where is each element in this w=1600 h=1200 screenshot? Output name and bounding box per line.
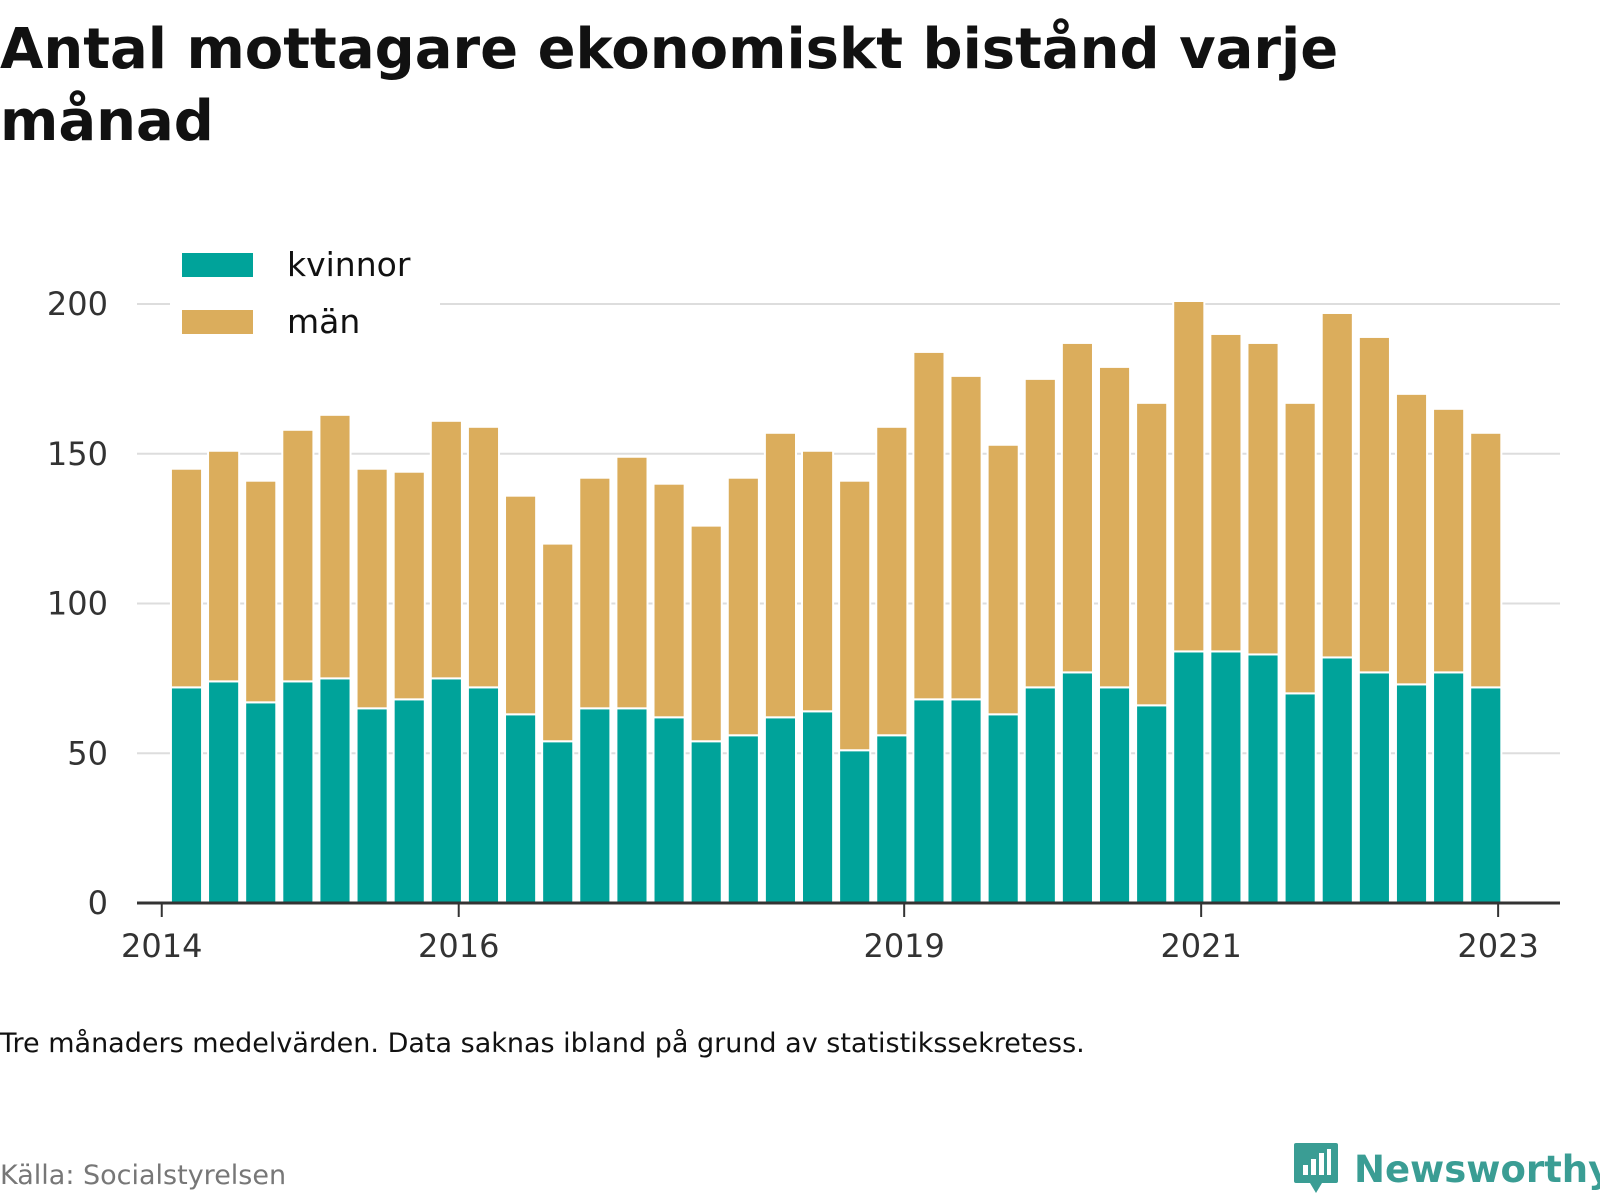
bar-man xyxy=(541,542,575,743)
bar-kvinnor xyxy=(875,734,909,905)
bar-man xyxy=(1246,341,1280,656)
legend-swatch xyxy=(182,253,253,277)
bar-kvinnor xyxy=(466,686,501,904)
axes: 0 50 100 150 200 2014 2016 2019 2021 2023 xyxy=(47,285,1560,965)
bar-man xyxy=(169,467,204,689)
newsworthy-logo-icon xyxy=(1294,1143,1338,1193)
y-tick-label: 150 xyxy=(47,435,108,473)
bar-kvinnor xyxy=(1283,692,1317,904)
bar-kvinnor xyxy=(986,713,1020,904)
bar-man xyxy=(281,428,315,683)
x-tick-label: 2014 xyxy=(121,927,202,965)
bar-kvinnor xyxy=(838,749,872,904)
bar-kvinnor xyxy=(689,740,723,905)
bar-kvinnor xyxy=(726,734,760,905)
bar-man xyxy=(1209,332,1243,653)
bar-man xyxy=(1023,377,1057,689)
bar-man xyxy=(689,524,723,743)
bar-man xyxy=(1135,401,1169,707)
bar-kvinnor xyxy=(1394,683,1429,904)
bar-kvinnor xyxy=(1060,671,1094,905)
bars xyxy=(169,300,1503,905)
chart-title: Antal mottagare ekonomiskt bistånd varje… xyxy=(0,17,1339,154)
bar-man xyxy=(207,449,241,683)
bar-kvinnor xyxy=(169,686,204,904)
bar-man xyxy=(726,476,760,737)
bar-kvinnor xyxy=(652,716,686,904)
bar-kvinnor xyxy=(429,677,463,904)
bar-kvinnor xyxy=(318,677,352,904)
bar-kvinnor xyxy=(763,716,798,904)
bar-man xyxy=(429,419,463,680)
x-tick-label: 2019 xyxy=(863,927,944,965)
bar-man xyxy=(244,479,278,704)
bar-kvinnor xyxy=(355,707,389,905)
bar-man xyxy=(838,479,872,752)
y-tick-label: 100 xyxy=(47,585,108,623)
bar-kvinnor xyxy=(1172,650,1206,904)
bar-kvinnor xyxy=(1469,686,1503,904)
legend: kvinnor män xyxy=(170,238,440,348)
bar-kvinnor xyxy=(1357,671,1391,905)
bar-man xyxy=(1097,365,1132,689)
bar-man xyxy=(1469,431,1503,689)
bar-kvinnor xyxy=(1209,650,1243,904)
bar-man xyxy=(1432,407,1466,674)
source-credit: Källa: Socialstyrelsen xyxy=(0,1160,287,1191)
bar-kvinnor xyxy=(207,680,241,904)
bar-man xyxy=(318,413,352,680)
bar-kvinnor xyxy=(504,713,538,904)
bar-kvinnor xyxy=(1135,704,1169,905)
bar-kvinnor xyxy=(912,698,946,905)
bar-man xyxy=(1060,341,1094,674)
bar-man xyxy=(466,425,501,689)
bar-man xyxy=(949,374,983,701)
bar-man xyxy=(1320,311,1354,659)
bar-kvinnor xyxy=(281,680,315,904)
legend-label: män xyxy=(287,302,360,341)
bar-man xyxy=(1394,392,1429,686)
bar-kvinnor xyxy=(949,698,983,905)
bar-man xyxy=(1283,401,1317,695)
bar-man xyxy=(986,443,1020,716)
bar-man xyxy=(355,467,389,710)
bar-kvinnor xyxy=(1023,686,1057,904)
bar-man xyxy=(1357,335,1391,674)
bar-kvinnor xyxy=(1097,686,1132,904)
bar-kvinnor xyxy=(801,710,835,904)
bar-man xyxy=(912,350,946,701)
bar-kvinnor xyxy=(244,701,278,905)
legend-swatch xyxy=(182,310,253,334)
bar-kvinnor xyxy=(1246,653,1280,904)
bar-kvinnor xyxy=(1432,671,1466,905)
newsworthy-logo[interactable]: Newsworthy xyxy=(1292,1138,1600,1200)
bar-man xyxy=(392,470,426,701)
bar-kvinnor xyxy=(541,740,575,905)
chart-area: 0 50 100 150 200 2014 2016 2019 2021 2023 kvinnor… xyxy=(46,238,1560,965)
bar-man xyxy=(801,449,835,713)
bar-kvinnor xyxy=(392,698,426,905)
chart-note: Tre månaders medelvärden. Data saknas ib… xyxy=(0,1028,1085,1059)
bar-kvinnor xyxy=(578,707,612,905)
brand-name: Newsworthy xyxy=(1354,1147,1600,1191)
y-tick-label: 0 xyxy=(88,884,108,922)
y-tick-label: 50 xyxy=(67,734,108,772)
bar-man xyxy=(1172,300,1206,653)
bar-man xyxy=(578,476,612,710)
bar-man xyxy=(763,431,798,719)
bar-kvinnor xyxy=(1320,656,1354,904)
x-tick-label: 2021 xyxy=(1160,927,1241,965)
bar-kvinnor xyxy=(615,707,649,905)
bar-man xyxy=(504,494,538,716)
bar-man xyxy=(875,425,909,737)
y-tick-label: 200 xyxy=(47,285,108,323)
bar-man xyxy=(652,482,686,719)
x-tick-label: 2016 xyxy=(418,927,499,965)
x-tick-label: 2023 xyxy=(1457,927,1538,965)
bar-man xyxy=(615,455,649,710)
legend-label: kvinnor xyxy=(287,245,411,284)
